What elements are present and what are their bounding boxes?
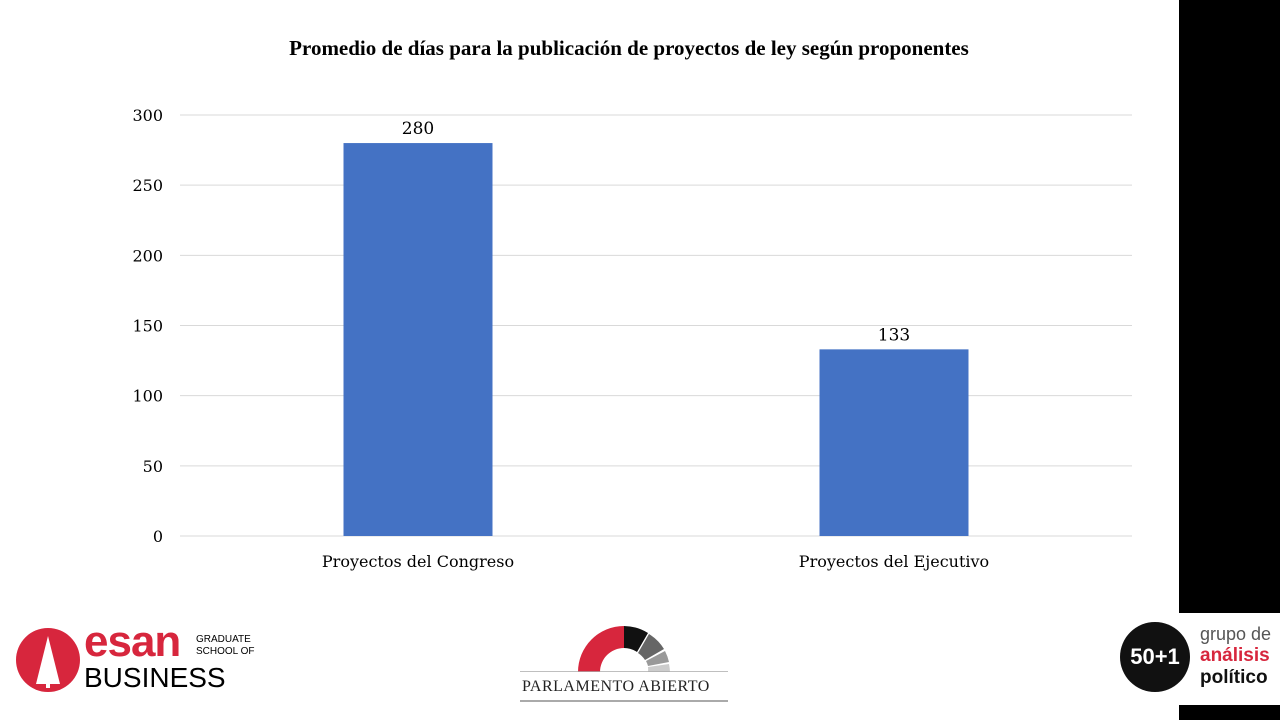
x-category-label: Proyectos del Congreso: [322, 552, 514, 571]
y-tick-label: 100: [132, 387, 163, 406]
y-tick-label: 300: [132, 106, 163, 125]
y-tick-label: 250: [132, 176, 163, 195]
esan-tree-icon: [16, 628, 80, 692]
y-tick-label: 200: [132, 246, 163, 265]
chart-title: Promedio de días para la publicación de …: [289, 36, 969, 60]
grupo-line2: análisis: [1200, 645, 1270, 666]
black-side-strip: [1179, 0, 1280, 613]
esan-sub3: BUSINESS: [84, 662, 226, 693]
data-label: 133: [878, 325, 910, 345]
x-category-label: Proyectos del Ejecutivo: [799, 552, 989, 571]
data-label: 280: [402, 119, 434, 139]
badge-50-1: 50+1: [1120, 622, 1190, 692]
y-tick-label: 50: [143, 457, 163, 476]
parliament-arc-icon: [520, 626, 728, 672]
y-tick-label: 150: [132, 317, 163, 336]
grupo-50-mas-1-logo: 50+1 grupo de análisis político: [1120, 622, 1280, 694]
esan-sub2: SCHOOL OF: [196, 646, 255, 657]
parlamento-underline: [520, 700, 728, 702]
bar-chart: 0 50 100 150 200 250 300 280 Proyectos del Congr…: [132, 106, 1132, 571]
bar: [343, 143, 493, 537]
esan-sub1: GRADUATE: [196, 634, 251, 645]
bar: [819, 349, 969, 536]
grupo-line3: político: [1200, 667, 1268, 688]
parlamento-abierto-logo: PARLAMENTO ABIERTO: [520, 622, 728, 704]
black-side-strip-bottom: [1179, 705, 1280, 720]
parlamento-text: PARLAMENTO ABIERTO: [522, 678, 710, 695]
grupo-line1: grupo de: [1200, 624, 1272, 644]
y-tick-label: 0: [153, 527, 163, 546]
esan-wordmark: esan: [84, 617, 181, 666]
esan-logo: esan GRADUATE SCHOOL OF BUSINESS: [16, 620, 256, 694]
